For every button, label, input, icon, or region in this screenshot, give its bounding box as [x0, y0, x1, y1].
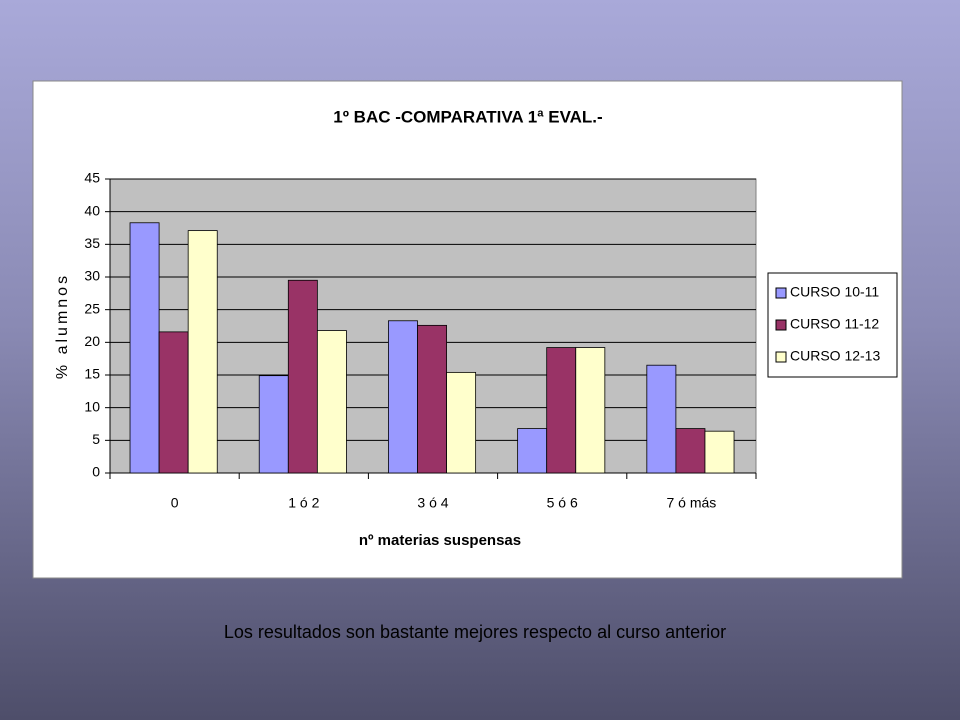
bar — [316, 330, 347, 474]
x-tick-label: 1 ó 2 — [288, 495, 319, 511]
legend-swatch — [775, 319, 787, 331]
bar — [417, 324, 447, 474]
bar — [517, 428, 548, 474]
y-tick-label: 20 — [84, 333, 100, 349]
y-tick-label: 30 — [84, 268, 100, 284]
x-tick-label: 5 ó 6 — [547, 495, 578, 511]
legend-swatch — [775, 287, 787, 299]
chart-title: 1º BAC -COMPARATIVA 1ª EVAL.- — [333, 107, 602, 126]
y-tick-label: 0 — [92, 464, 100, 480]
y-tick-label: 5 — [92, 431, 100, 447]
bar — [575, 347, 606, 474]
bar — [129, 222, 160, 474]
caption: Los resultados son bastante mejores resp… — [224, 622, 726, 642]
legend-label: CURSO 12-13 — [790, 348, 880, 364]
y-axis-label: % alumnos — [54, 273, 71, 379]
y-tick-label: 15 — [84, 366, 100, 382]
y-tick-label: 10 — [84, 398, 100, 414]
bar — [187, 230, 218, 474]
bar — [446, 371, 477, 474]
x-tick-label: 7 ó más — [666, 495, 716, 511]
x-tick-label: 0 — [171, 495, 179, 511]
y-tick-label: 45 — [84, 170, 100, 186]
bar — [675, 428, 706, 474]
legend-box — [767, 272, 898, 378]
bar — [646, 364, 677, 474]
bar — [287, 279, 318, 474]
bar — [388, 320, 418, 474]
y-tick-label: 40 — [84, 202, 100, 218]
x-axis-label: nº materias suspensas — [359, 532, 521, 549]
y-tick-label: 25 — [84, 300, 100, 316]
bar — [546, 347, 577, 474]
legend-label: CURSO 11-12 — [790, 316, 879, 332]
legend-label: CURSO 10-11 — [790, 284, 879, 300]
bar — [258, 375, 289, 474]
x-tick-label: 3 ó 4 — [417, 495, 448, 511]
bar — [158, 331, 189, 474]
bar — [704, 430, 735, 474]
legend-swatch — [775, 351, 787, 363]
y-tick-label: 35 — [84, 235, 100, 251]
